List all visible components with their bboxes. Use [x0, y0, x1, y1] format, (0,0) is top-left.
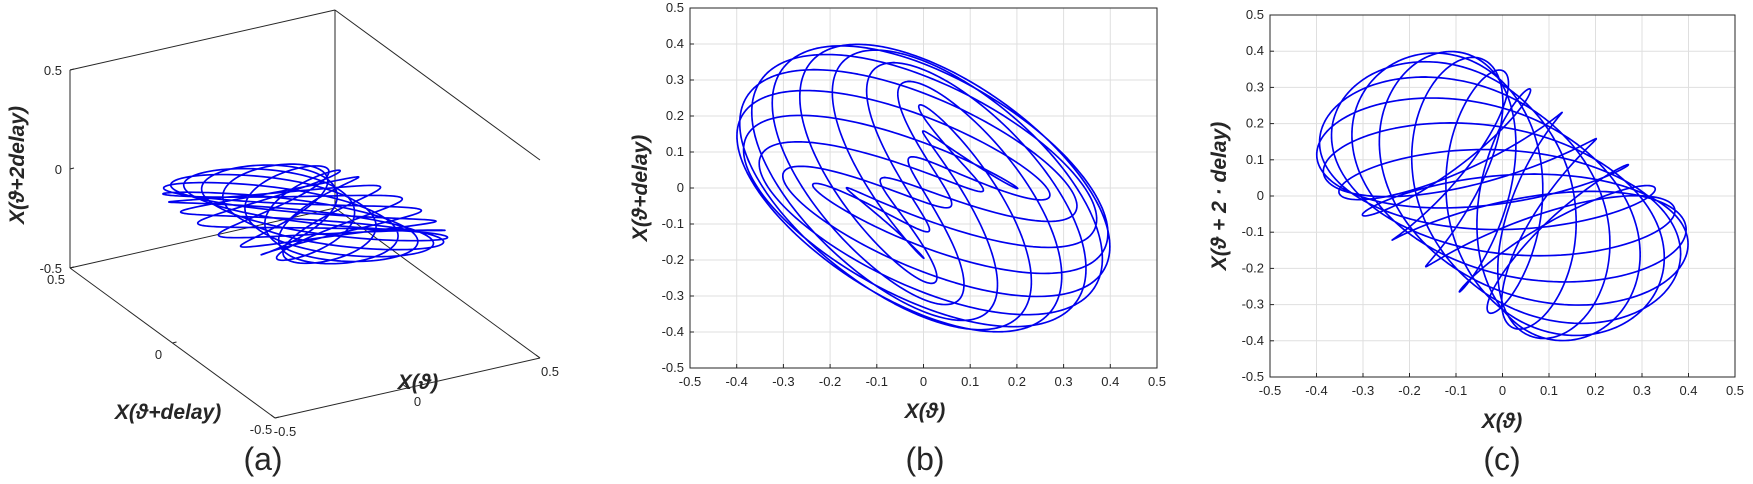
y-tick-label: 0.5: [47, 272, 65, 287]
y-tick-label: -0.2: [662, 252, 684, 267]
axis-ticks: -0.5 -0.4 -0.3 -0.2 -0.1 0 0.1 0.2 0.3 0.4 0.5 -0.5…: [662, 0, 1166, 389]
y-tick-label: 0.3: [1246, 79, 1264, 94]
x-tick-mark: [403, 384, 408, 389]
panel-c-2d-plot: -0.5 -0.4 -0.3 -0.2 -0.1 0 0.1 0.2 0.3 0.4 0.5 -0.5…: [1208, 7, 1744, 477]
y-tick-label: -0.4: [1242, 333, 1264, 348]
x-tick-label: -0.3: [1352, 383, 1374, 398]
x-tick-label: 0: [1499, 383, 1506, 398]
x-tick-label: 0: [414, 394, 421, 409]
x-tick-mark: [535, 354, 541, 359]
z-tick-label: -0.5: [40, 261, 62, 276]
x-axis-label: X(ϑ): [904, 400, 945, 423]
y-axis-label: X(ϑ+delay): [114, 401, 221, 424]
panel-a-3d-plot: -0.500.5-0.500.5-0.500.5 X(ϑ+2delay) X(ϑ…: [6, 9, 559, 477]
y-tick-label: 0.2: [666, 108, 684, 123]
y-tick-label: -0.3: [1242, 297, 1264, 312]
x-tick-label: 0.1: [1540, 383, 1558, 398]
y-tick-label: 0.1: [666, 144, 684, 159]
x-tick-label: -0.5: [274, 424, 296, 439]
x-tick-label: 0: [920, 374, 927, 389]
axis-ticks: -0.5 -0.4 -0.3 -0.2 -0.1 0 0.1 0.2 0.3 0.4 0.5 -0.5…: [1242, 7, 1744, 398]
y-tick-label: -0.2: [1242, 260, 1264, 275]
y-tick-label: -0.5: [1242, 369, 1264, 384]
y-tick-label: -0.4: [662, 324, 684, 339]
z-tick-mark: [69, 68, 75, 71]
y-tick-label: 0: [155, 347, 162, 362]
z-tick-mark: [69, 167, 75, 170]
x-tick-mark: [270, 414, 276, 419]
y-tick-label: 0.3: [666, 72, 684, 87]
y-axis-label: X(ϑ+delay): [629, 135, 652, 242]
y-tick-label: 0.1: [1246, 152, 1264, 167]
y-tick-label: 0.5: [1246, 7, 1264, 22]
y-axis-label: X(ϑ + 2 · delay): [1208, 122, 1231, 271]
box-3d-frame: [69, 9, 541, 419]
z-axis-label: X(ϑ+2delay): [6, 106, 29, 225]
back-edge-top: [69, 9, 336, 71]
y-tick-label: -0.1: [662, 216, 684, 231]
x-tick-label: -0.4: [1305, 383, 1327, 398]
attractor-trajectory-a: [162, 163, 449, 265]
x-tick-label: -0.2: [819, 374, 841, 389]
x-axis-label: X(ϑ): [1481, 410, 1522, 433]
y-tick-label: 0: [677, 180, 684, 195]
x-tick-label: 0.5: [1148, 374, 1166, 389]
y-tick-label: 0.4: [666, 36, 684, 51]
x-tick-label: 0.1: [961, 374, 979, 389]
x-tick-label: -0.1: [1445, 383, 1467, 398]
attractor-trajectory-b: [736, 43, 1111, 333]
x-tick-label: -0.4: [725, 374, 747, 389]
x-tick-label: -0.3: [772, 374, 794, 389]
axis-ticks: -0.500.5-0.500.5-0.500.5: [40, 63, 559, 439]
x-tick-label: 0.4: [1101, 374, 1119, 389]
y-tick-label: 0.4: [1246, 43, 1264, 58]
y-tick-label: -0.3: [662, 288, 684, 303]
y-tick-mark: [172, 341, 177, 344]
back-edge-right: [334, 9, 541, 161]
x-tick-label: -0.5: [679, 374, 701, 389]
x-tick-label: 0.3: [1633, 383, 1651, 398]
z-tick-label: 0: [55, 162, 62, 177]
caption-b: (b): [905, 441, 944, 477]
z-tick-mark: [69, 266, 75, 269]
y-tick-label: -0.1: [1242, 224, 1264, 239]
y-tick-label: 0: [1257, 188, 1264, 203]
x-tick-label: 0.5: [1726, 383, 1744, 398]
z-tick-label: 0.5: [44, 63, 62, 78]
panel-b-2d-plot: -0.5 -0.4 -0.3 -0.2 -0.1 0 0.1 0.2 0.3 0.4 0.5 -0.5…: [629, 0, 1166, 477]
y-tick-label: -0.5: [662, 360, 684, 375]
y-tick-label: 0.2: [1246, 116, 1264, 131]
x-tick-label: -0.5: [1259, 383, 1281, 398]
caption-a: (a): [243, 441, 282, 477]
y-tick-mark: [274, 416, 280, 419]
x-tick-label: 0.2: [1586, 383, 1604, 398]
x-axis-label: X(ϑ): [397, 371, 438, 394]
attractor-trajectory-c: [1315, 50, 1689, 342]
x-tick-label: 0.2: [1008, 374, 1026, 389]
x-tick-label: 0.5: [541, 364, 559, 379]
grid-lines: [689, 7, 1158, 369]
x-tick-label: 0.3: [1055, 374, 1073, 389]
x-tick-label: -0.1: [866, 374, 888, 389]
caption-c: (c): [1483, 441, 1520, 477]
floor-back-right: [334, 207, 541, 359]
x-tick-label: 0.4: [1679, 383, 1697, 398]
y-tick-label: -0.5: [250, 422, 272, 437]
y-tick-label: 0.5: [666, 0, 684, 15]
x-tick-label: -0.2: [1398, 383, 1420, 398]
grid-lines: [1269, 14, 1736, 378]
